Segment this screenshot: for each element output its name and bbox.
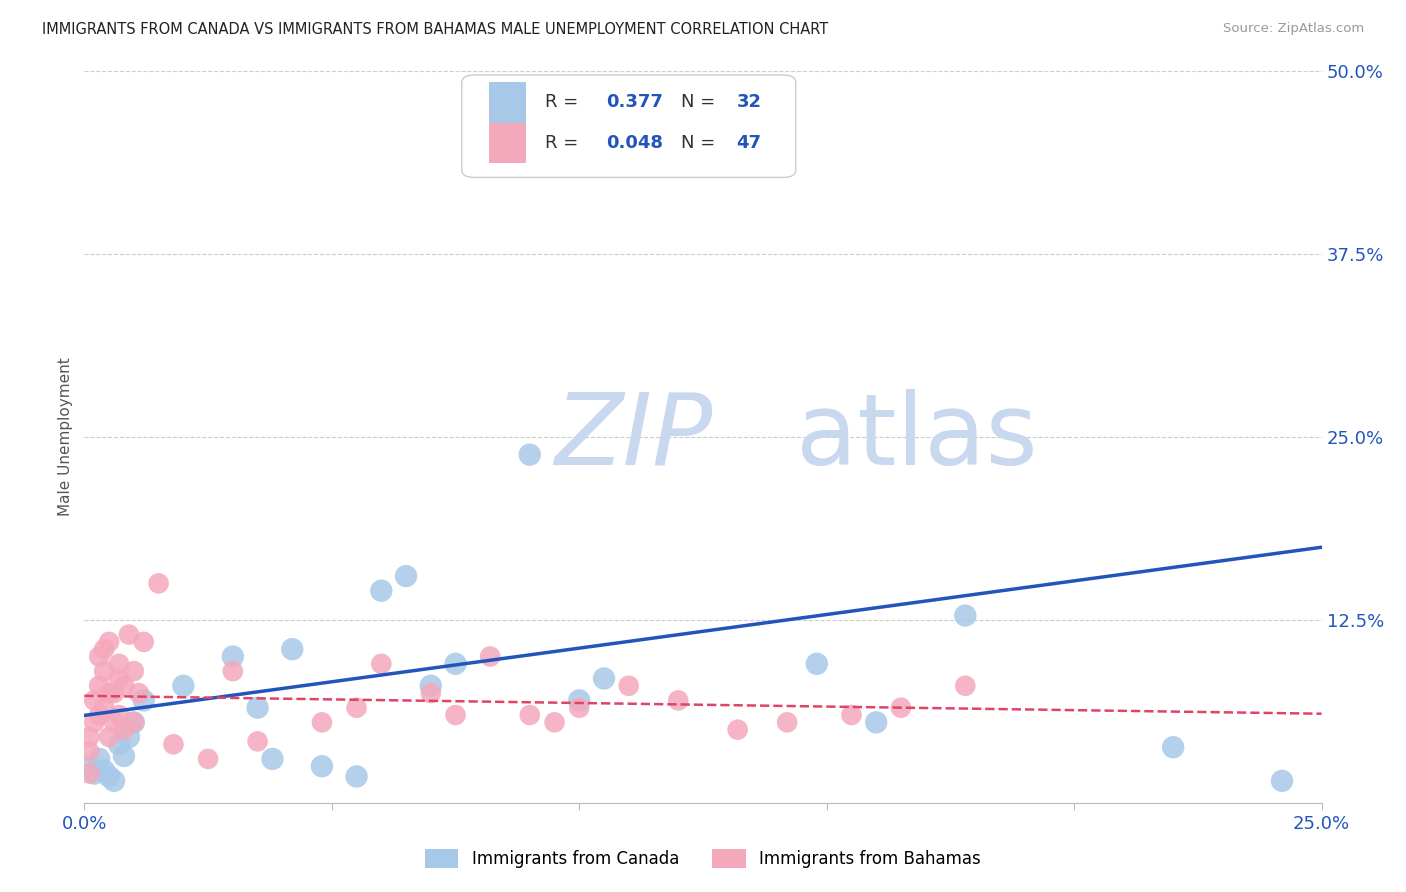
Point	[346, 769, 368, 783]
Point	[543, 715, 565, 730]
Text: R =: R =	[544, 134, 583, 152]
Point	[311, 715, 333, 730]
Point	[519, 448, 541, 462]
Point	[890, 700, 912, 714]
Point	[83, 715, 105, 730]
Point	[727, 723, 749, 737]
Point	[246, 700, 269, 714]
Point	[112, 723, 135, 737]
Text: R =: R =	[544, 94, 583, 112]
Point	[1161, 740, 1184, 755]
Text: 0.048: 0.048	[606, 134, 664, 152]
Point	[419, 679, 441, 693]
Point	[89, 649, 111, 664]
Point	[593, 672, 616, 686]
Point	[666, 693, 689, 707]
Text: atlas: atlas	[796, 389, 1038, 485]
Point	[103, 773, 125, 788]
Point	[108, 657, 131, 671]
Point	[519, 708, 541, 723]
Point	[1271, 773, 1294, 788]
Point	[98, 730, 121, 744]
Point	[806, 657, 828, 671]
Point	[93, 642, 115, 657]
Point	[346, 700, 368, 714]
Point	[370, 583, 392, 598]
Text: ZIP: ZIP	[554, 389, 713, 485]
Point	[132, 635, 155, 649]
Point	[108, 737, 131, 751]
Point	[89, 752, 111, 766]
Point	[93, 664, 115, 678]
Point	[419, 686, 441, 700]
Text: 47: 47	[737, 134, 762, 152]
Point	[444, 708, 467, 723]
Point	[479, 649, 502, 664]
Point	[89, 679, 111, 693]
Point	[617, 679, 640, 693]
Point	[395, 569, 418, 583]
Point	[311, 759, 333, 773]
Point	[118, 627, 141, 641]
FancyBboxPatch shape	[489, 122, 526, 162]
Point	[370, 657, 392, 671]
Point	[93, 700, 115, 714]
Point	[955, 608, 977, 623]
Point	[128, 686, 150, 700]
Text: IMMIGRANTS FROM CANADA VS IMMIGRANTS FROM BAHAMAS MALE UNEMPLOYMENT CORRELATION : IMMIGRANTS FROM CANADA VS IMMIGRANTS FRO…	[42, 22, 828, 37]
Point	[132, 693, 155, 707]
FancyBboxPatch shape	[489, 82, 526, 122]
Point	[717, 152, 740, 166]
Point	[865, 715, 887, 730]
Point	[103, 686, 125, 700]
Point	[122, 715, 145, 730]
Y-axis label: Male Unemployment: Male Unemployment	[58, 358, 73, 516]
Point	[643, 152, 665, 166]
Point	[89, 708, 111, 723]
Text: 0.377: 0.377	[606, 94, 664, 112]
Point	[955, 679, 977, 693]
Point	[122, 664, 145, 678]
Point	[162, 737, 184, 751]
Point	[281, 642, 304, 657]
Point	[444, 657, 467, 671]
Point	[79, 730, 101, 744]
Point	[79, 745, 101, 759]
Point	[841, 708, 863, 723]
Legend: Immigrants from Canada, Immigrants from Bahamas: Immigrants from Canada, Immigrants from …	[419, 842, 987, 875]
Point	[93, 764, 115, 778]
Point	[122, 715, 145, 730]
Point	[776, 715, 799, 730]
Point	[98, 686, 121, 700]
Text: N =: N =	[681, 134, 721, 152]
FancyBboxPatch shape	[461, 75, 796, 178]
Point	[83, 693, 105, 707]
Point	[148, 576, 170, 591]
Point	[79, 759, 101, 773]
Point	[103, 715, 125, 730]
Point	[112, 679, 135, 693]
Point	[568, 693, 591, 707]
Point	[79, 766, 101, 780]
Point	[83, 766, 105, 780]
Text: N =: N =	[681, 94, 721, 112]
Point	[172, 679, 194, 693]
Point	[98, 635, 121, 649]
Text: 32: 32	[737, 94, 762, 112]
Point	[568, 700, 591, 714]
Point	[112, 749, 135, 764]
Point	[246, 734, 269, 748]
Point	[262, 752, 284, 766]
Point	[108, 672, 131, 686]
Point	[118, 730, 141, 744]
Point	[108, 708, 131, 723]
Point	[222, 664, 245, 678]
Text: Source: ZipAtlas.com: Source: ZipAtlas.com	[1223, 22, 1364, 36]
Point	[222, 649, 245, 664]
Point	[197, 752, 219, 766]
Point	[98, 769, 121, 783]
